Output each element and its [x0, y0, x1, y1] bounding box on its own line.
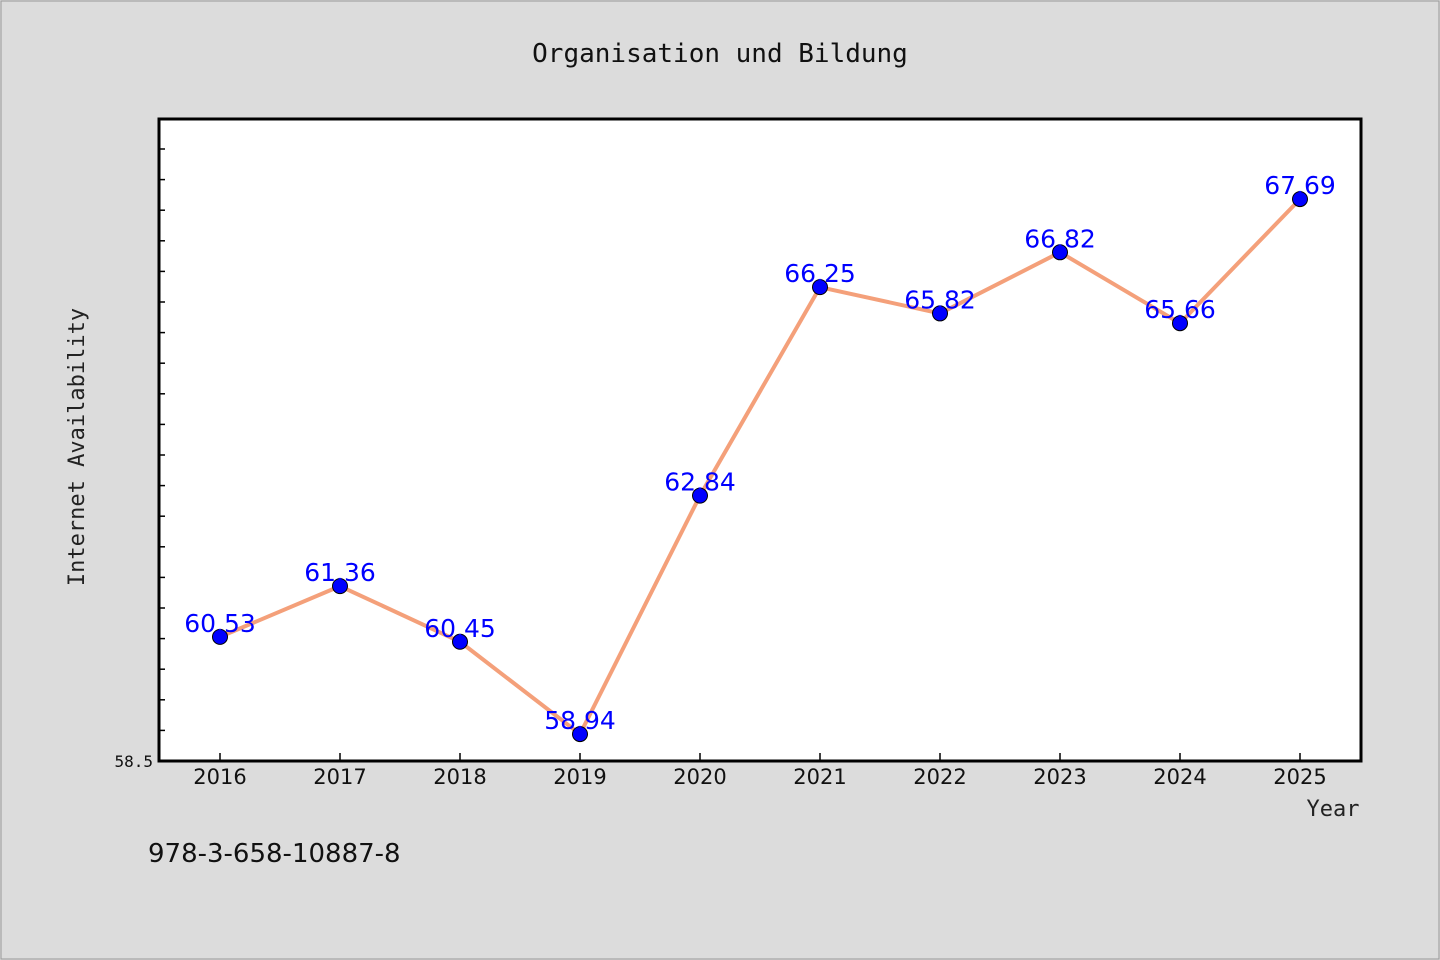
data-point [812, 279, 828, 296]
x-tick-label: 2024 [1153, 765, 1206, 789]
data-point [1052, 244, 1068, 261]
data-label: 67.69 [1264, 171, 1336, 200]
data-label: 66.82 [1024, 224, 1096, 253]
data-point [452, 633, 468, 650]
chart-title: Organisation und Bildung [532, 39, 908, 69]
data-label: 60.53 [184, 609, 256, 638]
data-point [572, 726, 588, 743]
plot-area [157, 117, 1363, 763]
data-point [1172, 315, 1188, 332]
data-label: 61.36 [304, 558, 376, 587]
x-tick-label: 2018 [433, 765, 486, 789]
x-tick-label: 2025 [1273, 765, 1326, 789]
data-label: 58.94 [544, 706, 616, 735]
data-label: 60.45 [424, 614, 496, 643]
x-tick-label: 2022 [913, 765, 966, 789]
data-point [212, 628, 228, 645]
data-point [1292, 191, 1308, 208]
y-axis-ticks: 58.5 [114, 148, 165, 771]
data-label: 65.82 [904, 285, 976, 314]
x-tick-label: 2017 [313, 765, 366, 789]
data-point [932, 305, 948, 322]
x-tick-label: 2016 [193, 765, 246, 789]
y-tick-label: 58.5 [114, 752, 153, 771]
x-tick-label: 2023 [1033, 765, 1086, 789]
data-label: 66.25 [784, 259, 856, 288]
data-label: 62.84 [664, 468, 736, 497]
y-axis-label: Internet Availability [65, 308, 90, 586]
x-tick-label: 2020 [673, 765, 726, 789]
x-tick-label: 2019 [553, 765, 606, 789]
x-tick-label: 2021 [793, 765, 846, 789]
x-axis-ticks: 2016 2017 2018 2019 2020 2021 2022 2023 2024 2025 [193, 753, 1327, 789]
data-label: 65.66 [1144, 295, 1216, 324]
isbn-footer: 978-3-658-10887-8 [148, 839, 401, 869]
data-point [692, 487, 708, 504]
x-axis-label: Year [1307, 797, 1360, 822]
series-layer: 60.53 61.36 60.45 58.94 62.84 66.25 65.82 66.82… [184, 171, 1336, 743]
data-point [332, 578, 348, 595]
series-line [219, 197, 1302, 737]
